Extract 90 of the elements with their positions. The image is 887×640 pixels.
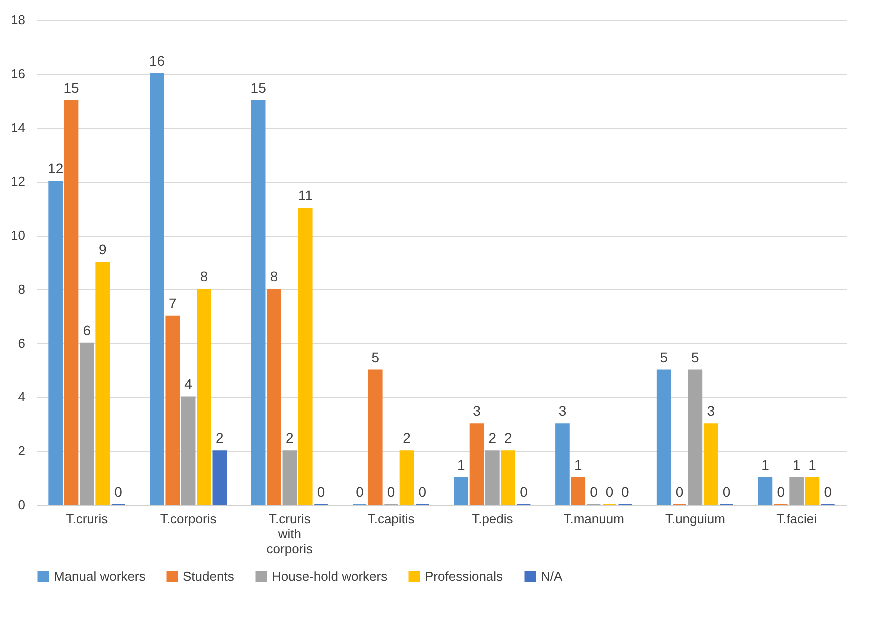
bar <box>704 424 718 506</box>
data-label: 1 <box>808 457 817 474</box>
data-label: 0 <box>418 484 427 500</box>
data-label: 0 <box>387 484 396 500</box>
data-label: 5 <box>372 349 380 366</box>
bar <box>282 450 298 506</box>
y-tick-label: 2 <box>18 444 26 459</box>
data-label: 5 <box>692 349 700 366</box>
data-label: 0 <box>590 484 598 500</box>
data-label: 2 <box>403 430 412 446</box>
x-tick-label: T.corporis <box>160 512 218 526</box>
bar <box>197 288 212 506</box>
bar <box>150 73 164 506</box>
y-tick-label: 14 <box>11 120 26 136</box>
data-label: 1 <box>457 457 466 474</box>
bar <box>181 396 196 506</box>
data-label: 4 <box>184 376 193 392</box>
legend-label: Manual workers <box>54 568 146 584</box>
data-label: 11 <box>298 188 314 204</box>
bar <box>758 478 773 506</box>
bar <box>368 370 383 506</box>
bar <box>267 288 282 506</box>
data-label: 0 <box>520 484 528 500</box>
bar <box>486 450 500 506</box>
bar <box>96 262 110 506</box>
bar <box>400 450 414 506</box>
data-label: 0 <box>722 484 731 500</box>
bar <box>48 181 63 506</box>
data-label: 15 <box>64 80 80 96</box>
legend-label: Professionals <box>425 568 504 584</box>
data-label: 0 <box>777 484 786 500</box>
bar <box>688 370 703 506</box>
data-label: 2 <box>286 430 294 446</box>
data-label: 5 <box>660 349 668 366</box>
bar <box>64 100 79 506</box>
data-label: 1 <box>574 457 582 474</box>
bar <box>656 370 672 506</box>
data-label: 0 <box>676 484 684 500</box>
data-label: 1 <box>762 457 770 474</box>
bar <box>470 424 484 506</box>
x-tick-label: T.manuum <box>564 512 624 526</box>
data-label: 8 <box>200 268 208 284</box>
bar <box>805 478 820 506</box>
bar <box>298 208 313 506</box>
bar <box>166 316 180 506</box>
data-label: 6 <box>83 322 92 338</box>
bar <box>501 450 516 506</box>
data-label: 2 <box>504 430 512 446</box>
x-tick-label: T.faciei <box>776 512 818 526</box>
data-label: 16 <box>149 52 166 69</box>
data-label: 0 <box>356 484 364 500</box>
bar <box>454 478 468 506</box>
legend-label: House-hold workers <box>272 568 388 584</box>
x-tick-label: T.cruris <box>66 512 109 526</box>
data-label: 8 <box>270 268 278 284</box>
y-tick-label: 16 <box>11 66 26 82</box>
y-tick-label: 10 <box>11 228 26 244</box>
legend-label: N/A <box>541 568 563 584</box>
legend-label: Students <box>183 568 235 584</box>
data-label: 3 <box>473 403 482 420</box>
bar <box>80 342 94 506</box>
data-label: 0 <box>114 484 123 500</box>
data-label: 12 <box>48 160 64 177</box>
y-tick-label: 0 <box>18 498 26 512</box>
bar <box>212 450 228 506</box>
x-tick-label: T.pedis <box>472 512 514 526</box>
data-label: 0 <box>824 484 832 500</box>
y-tick-label: 4 <box>18 390 26 405</box>
x-tick-label: T.cruris with corporis <box>266 512 314 556</box>
data-label: 2 <box>216 430 224 446</box>
data-label: 0 <box>317 484 326 500</box>
y-tick-label: 8 <box>18 282 26 297</box>
data-label: 1 <box>792 457 801 474</box>
data-label: 0 <box>622 484 630 500</box>
data-label: 15 <box>250 80 267 96</box>
bar <box>251 100 266 506</box>
data-label: 3 <box>707 403 716 420</box>
y-tick-label: 12 <box>11 174 26 190</box>
bar <box>556 424 570 506</box>
x-tick-label: T.capitis <box>368 512 416 526</box>
x-tick-label: T.unguium <box>665 512 726 526</box>
bar <box>571 478 586 506</box>
data-label: 2 <box>488 430 497 446</box>
data-label: 0 <box>606 484 614 500</box>
y-tick-label: 18 <box>11 12 26 28</box>
bar <box>790 478 804 506</box>
data-label: 9 <box>98 242 107 258</box>
data-label: 3 <box>558 403 567 420</box>
y-tick-label: 6 <box>18 336 26 351</box>
data-label: 7 <box>168 295 177 312</box>
